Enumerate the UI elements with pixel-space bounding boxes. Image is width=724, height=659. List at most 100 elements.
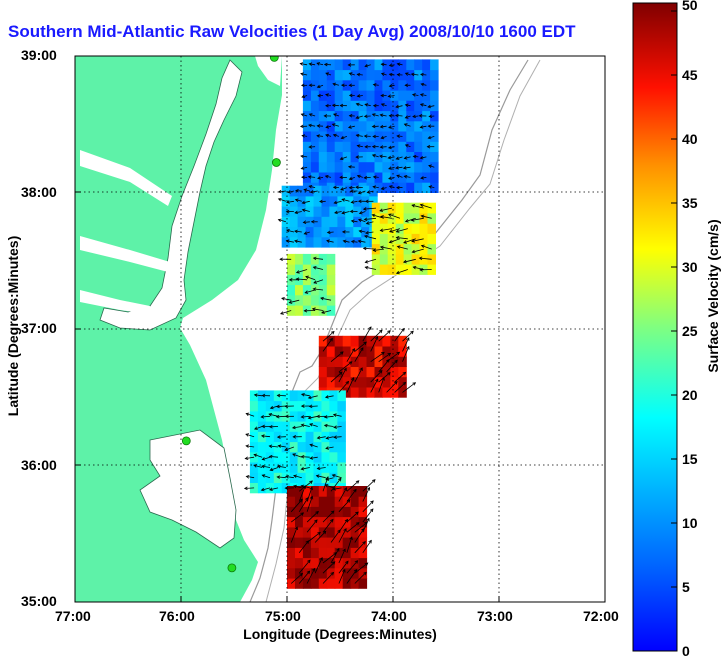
velocity-arrowhead [406, 337, 410, 341]
velocity-cell [297, 226, 307, 238]
velocity-cell [295, 557, 304, 569]
velocity-cell [358, 557, 368, 569]
velocity-arrowhead [358, 218, 362, 222]
velocity-arrowhead [348, 176, 353, 181]
velocity-cell [419, 202, 428, 214]
velocity-cell [249, 462, 259, 473]
velocity-arrow [405, 72, 411, 76]
velocity-arrowhead [276, 393, 281, 398]
velocity-arrowhead [332, 133, 337, 138]
velocity-cell [398, 346, 407, 357]
velocity-cell [302, 161, 312, 173]
velocity-cell [334, 486, 344, 497]
velocity-cell [390, 131, 399, 142]
velocity-cell [305, 421, 315, 432]
velocity-cell [287, 294, 296, 306]
velocity-arrow [330, 478, 342, 492]
velocity-arrowhead [308, 113, 313, 117]
velocity-arrow [290, 573, 303, 584]
colorbar-tick-label: 10 [682, 515, 698, 531]
velocity-arrow [324, 415, 334, 418]
y-axis-ticks [75, 55, 81, 603]
velocity-cell [358, 79, 368, 91]
velocity-arrowhead [338, 371, 343, 376]
velocity-cell [310, 264, 320, 275]
velocity-arrowhead [347, 63, 352, 67]
velocity-arrow [301, 415, 310, 418]
velocity-arrow [346, 560, 358, 574]
velocity-cell [297, 390, 307, 402]
velocity-arrowhead [388, 176, 392, 180]
velocity-arrow [363, 207, 377, 210]
velocity-cell [329, 472, 338, 483]
velocity-arrowhead [340, 83, 345, 87]
velocity-arrowhead [427, 124, 432, 128]
velocity-cell [350, 151, 360, 163]
velocity-cell [318, 506, 328, 518]
velocity-cell [374, 110, 383, 122]
velocity-cell [366, 131, 375, 142]
velocity-arrowhead [356, 72, 361, 77]
velocity-cell [374, 79, 383, 91]
velocity-arrow [296, 269, 308, 273]
velocity-arrowhead [387, 352, 392, 357]
velocity-arrow [338, 487, 347, 502]
velocity-cell [342, 161, 352, 173]
velocity-cell [289, 472, 299, 483]
velocity-cell [350, 120, 360, 132]
velocity-cell [398, 90, 407, 101]
velocity-arrowhead [355, 133, 360, 138]
velocity-arrowhead [404, 103, 409, 108]
velocity-arrow [278, 190, 286, 193]
velocity-arrow [322, 510, 335, 523]
velocity-arrowhead [419, 93, 424, 97]
velocity-arrow [346, 569, 358, 584]
velocity-cell [342, 335, 352, 347]
velocity-arrowhead [288, 300, 293, 304]
velocity-arrow [293, 475, 302, 479]
velocity-arrowhead [276, 475, 281, 479]
velocity-cell [403, 243, 413, 255]
velocity-cell [350, 537, 360, 548]
velocity-arrowhead [404, 83, 409, 87]
velocity-cell [326, 274, 336, 286]
velocity-cell [273, 482, 283, 494]
velocity-cell [342, 79, 352, 91]
velocity-cell [374, 141, 383, 152]
velocity-cell [345, 236, 354, 248]
velocity-arrow [322, 476, 329, 492]
velocity-arrow [316, 135, 324, 137]
velocity-arrowhead [380, 135, 385, 140]
velocity-cell [334, 172, 344, 183]
velocity-cell [326, 486, 336, 497]
velocity-arrow [370, 370, 383, 383]
velocity-arrow [362, 479, 376, 492]
velocity-cell [318, 59, 328, 71]
velocity-cell [350, 59, 360, 71]
velocity-arrowhead [319, 199, 323, 204]
velocity-arrow [412, 204, 424, 209]
velocity-cell [318, 346, 328, 357]
velocity-cell [358, 110, 368, 122]
velocity-cell [350, 110, 360, 122]
velocity-cell [302, 59, 312, 71]
velocity-arrowhead [301, 208, 306, 212]
velocity-cell [382, 172, 391, 183]
velocity-arrow [320, 297, 332, 301]
velocity-arrow [354, 347, 364, 362]
velocity-cell [398, 79, 407, 91]
velocity-cell [329, 390, 338, 402]
velocity-arrow [381, 73, 387, 76]
velocity-cell [382, 100, 391, 112]
velocity-arrowhead [420, 244, 425, 248]
velocity-cell [358, 172, 368, 183]
velocity-arrow [325, 175, 332, 178]
velocity-cell [334, 110, 344, 122]
velocity-arrowhead [331, 474, 336, 478]
velocity-arrowhead [311, 567, 316, 572]
velocity-arrow [419, 257, 432, 260]
velocity-arrowhead [419, 103, 424, 107]
velocity-arrowhead [371, 154, 376, 158]
velocity-cell [289, 390, 299, 402]
velocity-cell [382, 346, 391, 357]
